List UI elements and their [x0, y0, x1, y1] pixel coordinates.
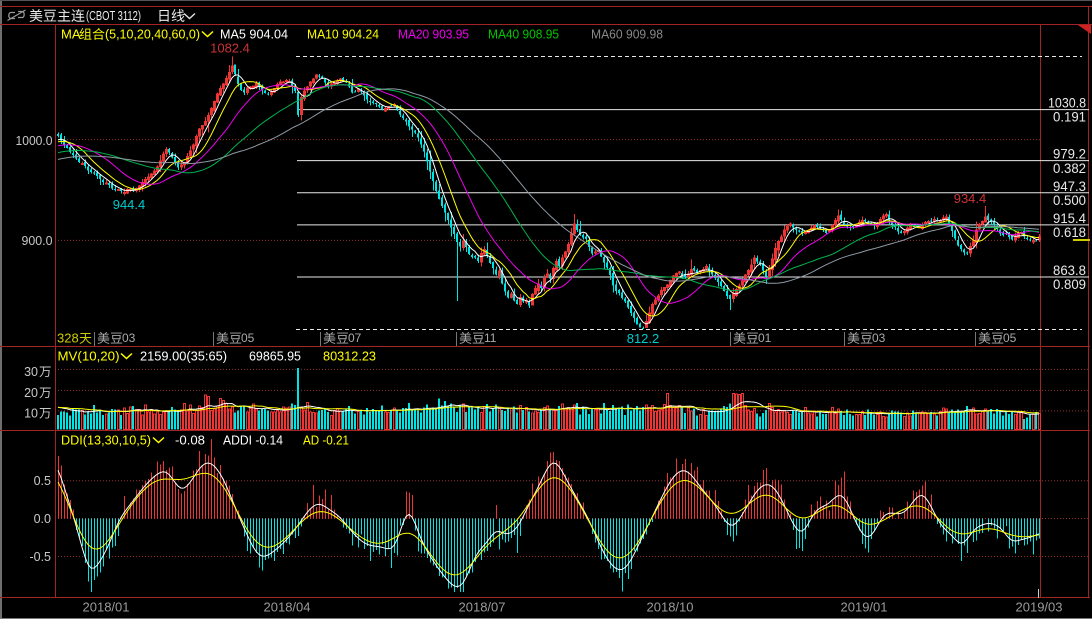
svg-text:2019/01: 2019/01	[841, 600, 888, 614]
svg-text:DDI(13,30,10,5): DDI(13,30,10,5)	[61, 433, 151, 448]
svg-text:0.809: 0.809	[1053, 277, 1086, 292]
svg-text:MA10 904.24: MA10 904.24	[307, 27, 379, 42]
svg-text:900.0: 900.0	[22, 233, 53, 248]
svg-text:0.5: 0.5	[34, 474, 51, 488]
svg-text:01: 01	[758, 331, 772, 345]
svg-text:1082.4: 1082.4	[210, 41, 250, 56]
svg-text:2018/04: 2018/04	[264, 600, 311, 614]
svg-text:0.500: 0.500	[1053, 193, 1086, 208]
svg-text:1030.8: 1030.8	[1048, 96, 1086, 111]
svg-text:2018/07: 2018/07	[459, 600, 506, 614]
svg-text:2019/03: 2019/03	[1016, 600, 1063, 614]
svg-text:(CBOT 3112): (CBOT 3112)	[86, 8, 141, 23]
svg-text:30: 30	[24, 365, 38, 379]
svg-text:03: 03	[872, 331, 886, 345]
svg-text:0.618: 0.618	[1053, 225, 1086, 240]
svg-text:MA: MA	[61, 27, 81, 42]
svg-text:812.2: 812.2	[627, 331, 660, 346]
svg-text:328: 328	[57, 331, 79, 346]
svg-text:ADDI -0.14: ADDI -0.14	[223, 433, 283, 448]
svg-text:2018/10: 2018/10	[647, 600, 694, 614]
svg-text:MA5 904.04: MA5 904.04	[220, 27, 288, 42]
svg-text:MA20 903.95: MA20 903.95	[398, 27, 469, 42]
svg-text:05: 05	[241, 331, 255, 345]
svg-text:80312.23: 80312.23	[323, 349, 376, 364]
svg-text:07: 07	[348, 331, 362, 345]
svg-text:MA40 908.95: MA40 908.95	[488, 27, 559, 42]
svg-text:MV(10,20): MV(10,20)	[58, 349, 120, 364]
svg-text:MA60 909.98: MA60 909.98	[591, 27, 663, 42]
svg-text:2159.00(35:65): 2159.00(35:65)	[140, 349, 227, 364]
svg-text:20: 20	[24, 386, 38, 400]
svg-text:934.4: 934.4	[954, 191, 987, 206]
svg-text:03: 03	[122, 331, 136, 345]
svg-text:863.8: 863.8	[1053, 263, 1086, 278]
svg-text:11: 11	[484, 331, 497, 345]
svg-text:(5,10,20,40,60,0): (5,10,20,40,60,0)	[105, 27, 200, 42]
svg-text:-0.5: -0.5	[29, 550, 51, 564]
svg-text:947.3: 947.3	[1053, 179, 1086, 194]
svg-text:0.382: 0.382	[1053, 161, 1086, 176]
svg-text:05: 05	[1003, 331, 1017, 345]
svg-text:10: 10	[24, 406, 38, 420]
svg-text:2018/01: 2018/01	[83, 600, 130, 614]
svg-text:1000.0: 1000.0	[16, 133, 53, 148]
svg-text:915.4: 915.4	[1053, 211, 1086, 226]
svg-text:AD -0.21: AD -0.21	[303, 433, 349, 448]
svg-text:0.0: 0.0	[34, 512, 51, 526]
svg-text:-0.08: -0.08	[175, 433, 205, 448]
svg-text:69865.95: 69865.95	[249, 349, 301, 364]
svg-text:979.2: 979.2	[1053, 147, 1086, 162]
svg-text:0.191: 0.191	[1053, 110, 1086, 125]
svg-text:944.4: 944.4	[113, 197, 146, 212]
